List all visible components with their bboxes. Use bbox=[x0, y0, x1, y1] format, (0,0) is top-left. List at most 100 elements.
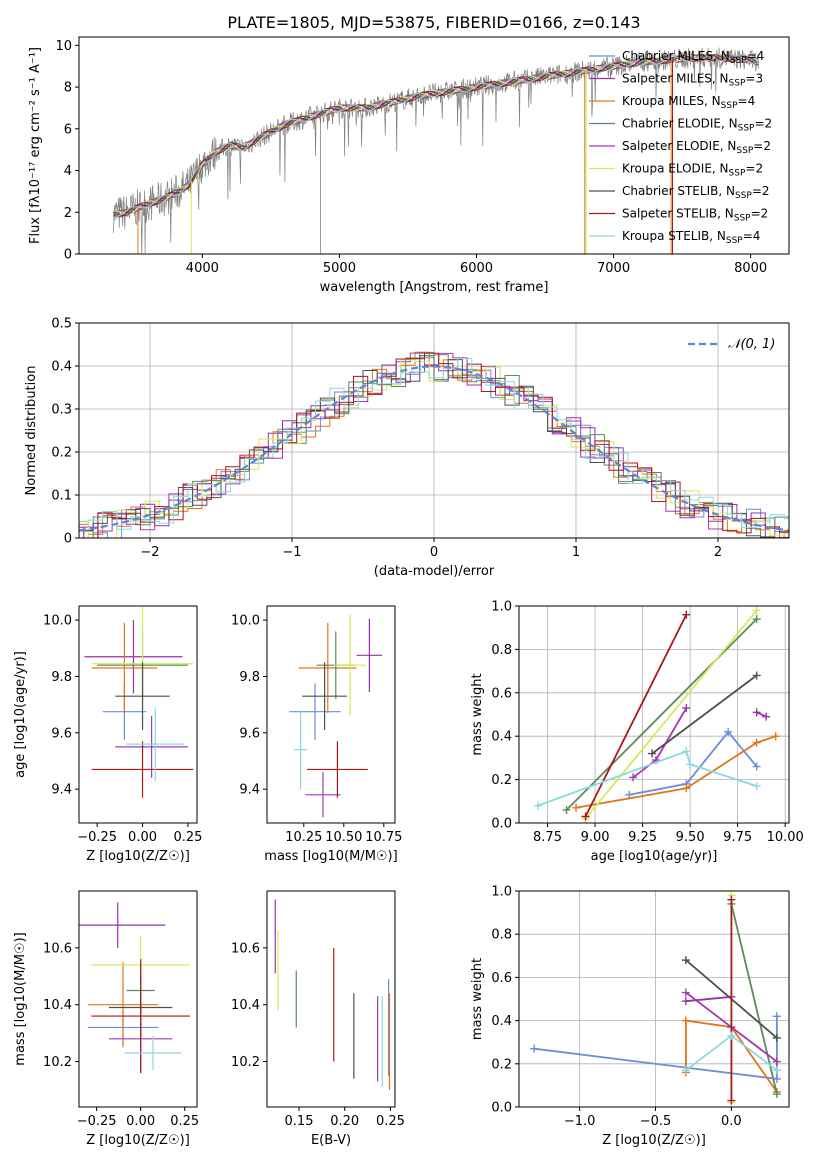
weight-marker-3 bbox=[772, 1090, 781, 1099]
weight-marker-5 bbox=[752, 606, 761, 615]
weight-marker-2 bbox=[572, 803, 581, 812]
y-tick-label: 10.0 bbox=[43, 614, 72, 629]
histogram-8 bbox=[79, 357, 789, 530]
x-tick-label: 1 bbox=[572, 545, 580, 560]
weight-marker-8 bbox=[682, 747, 691, 756]
y-tick-label: 0.8 bbox=[491, 928, 512, 943]
y-tick-label: 0.2 bbox=[491, 1057, 512, 1072]
weight-marker-2 bbox=[682, 784, 691, 793]
panel-age-vs-mass: 10.25 10.50 10.75 9.4 9.6 9.8 10.0 mass [log10(… bbox=[231, 605, 402, 864]
y-tick-label: 0 bbox=[64, 248, 72, 263]
x-tick-label: 9.75 bbox=[723, 830, 752, 845]
y-tick-label: 0.4 bbox=[51, 360, 72, 375]
weight-marker-2 bbox=[752, 738, 761, 747]
y-tick-label: 10.6 bbox=[231, 941, 260, 956]
x-tick-label: 10.00 bbox=[767, 830, 804, 845]
model-spectrum-8 bbox=[113, 54, 759, 218]
axes-frame bbox=[266, 890, 396, 1108]
weight-marker-2 bbox=[681, 1016, 690, 1025]
y-tick-label: 10.2 bbox=[231, 1055, 260, 1070]
legend-label: Salpeter ELODIE, NSSP=2 bbox=[622, 139, 771, 156]
histogram-7 bbox=[79, 352, 789, 538]
histogram-6 bbox=[79, 355, 789, 538]
weight-marker-8 bbox=[752, 782, 761, 791]
weight-marker-4 bbox=[682, 703, 691, 712]
legend-label: Kroupa STELIB, NSSP=4 bbox=[622, 229, 760, 246]
x-axis-label: Z [log10(Z/Z☉)] bbox=[86, 1133, 190, 1148]
y-tick-label: 0.4 bbox=[491, 1014, 512, 1029]
x-tick-label: 6000 bbox=[460, 261, 493, 276]
weight-marker-8 bbox=[727, 1031, 736, 1040]
y-axis-label: Flux [fλ10⁻¹⁷ erg cm⁻² s⁻¹ A⁻¹] bbox=[28, 47, 43, 244]
x-tick-label: −0.5 bbox=[640, 1114, 672, 1129]
y-tick-label: 0.0 bbox=[491, 817, 512, 832]
x-tick-label: 0.20 bbox=[330, 1114, 359, 1129]
x-tick-label: 7000 bbox=[597, 261, 630, 276]
legend-label: Kroupa ELODIE, NSSP=2 bbox=[622, 162, 763, 179]
weight-marker-6 bbox=[648, 749, 657, 758]
model-spectrum-7 bbox=[113, 54, 759, 218]
histogram-1 bbox=[79, 364, 789, 538]
x-axis-label: mass [log10(M/M☉)] bbox=[264, 849, 397, 864]
x-tick-label: 2 bbox=[714, 545, 722, 560]
x-tick-label: 0 bbox=[430, 545, 438, 560]
weight-line-8 bbox=[537, 750, 757, 807]
panel-mass-weight-vs-Z: −1.0 −0.5 0.0 0.0 0.2 0.4 0.6 0.8 1.0 Z [log10(Z/… bbox=[470, 885, 790, 1148]
panel-spectrum: 4000 5000 6000 7000 8000 0 2 4 6 8 10 wavelength [A… bbox=[28, 36, 790, 295]
weight-marker-1 bbox=[752, 708, 761, 717]
y-tick-label: 10.2 bbox=[43, 1055, 72, 1070]
plot-area bbox=[79, 351, 789, 538]
axes-frame bbox=[518, 605, 790, 824]
y-tick-label: 0.8 bbox=[491, 643, 512, 658]
y-tick-label: 9.6 bbox=[51, 726, 72, 741]
weight-marker-1 bbox=[762, 712, 771, 721]
y-axis-label: mass weight bbox=[470, 958, 485, 1040]
y-tick-label: 9.4 bbox=[239, 783, 260, 798]
weight-marker-8 bbox=[681, 1066, 690, 1075]
y-axis-label: mass [log10(M/M☉)] bbox=[13, 932, 28, 1065]
y-axis-label: age [log10(age/yr)] bbox=[13, 651, 28, 778]
weight-marker-4 bbox=[629, 773, 638, 782]
x-tick-label: −2 bbox=[140, 545, 159, 560]
y-tick-label: 9.6 bbox=[239, 726, 260, 741]
legend-label: Kroupa MILES, NSSP=4 bbox=[622, 94, 755, 111]
plot-area bbox=[79, 902, 190, 1073]
x-tick-label: 9.25 bbox=[628, 830, 657, 845]
plot-area bbox=[112, 47, 759, 254]
x-axis-label: Z [log10(Z/Z☉)] bbox=[602, 1133, 706, 1148]
y-tick-label: 4 bbox=[64, 164, 72, 179]
x-tick-label: −1.0 bbox=[564, 1114, 596, 1129]
axes-frame bbox=[78, 890, 198, 1108]
weight-marker-3 bbox=[562, 805, 571, 814]
spectrum-legend: Chabrier MILES, NSSP=4 Salpeter MILES, NS… bbox=[589, 49, 772, 246]
weight-marker-4 bbox=[681, 988, 690, 997]
plot-area bbox=[534, 606, 780, 823]
y-tick-label: 1.0 bbox=[491, 600, 512, 615]
normal-curve bbox=[79, 365, 789, 532]
weight-marker-4 bbox=[772, 1057, 781, 1066]
x-axis-label: wavelength [Angstrom, rest frame] bbox=[320, 280, 549, 295]
x-tick-label: 4000 bbox=[186, 261, 219, 276]
x-tick-label: 0.00 bbox=[128, 830, 157, 845]
plot-area bbox=[530, 891, 781, 1107]
x-tick-label: 9.00 bbox=[581, 830, 610, 845]
x-tick-label: 8.75 bbox=[533, 830, 562, 845]
x-tick-label: −0.25 bbox=[77, 830, 117, 845]
panel-age-vs-Z: −0.25 0.00 0.25 9.4 9.6 9.8 10.0 Z [log10(Z/Z☉)… bbox=[13, 605, 202, 864]
weight-line-2 bbox=[685, 1019, 778, 1093]
y-tick-label: 0.5 bbox=[51, 317, 72, 332]
x-axis-label: E(B-V) bbox=[311, 1133, 351, 1148]
weight-line-2 bbox=[575, 735, 776, 809]
legend-label: Chabrier MILES, NSSP=4 bbox=[622, 49, 764, 66]
y-tick-label: 0.2 bbox=[51, 446, 72, 461]
y-tick-label: 0.6 bbox=[491, 686, 512, 701]
weight-marker-1 bbox=[681, 997, 690, 1006]
weight-marker-8 bbox=[686, 760, 695, 769]
weight-marker-2 bbox=[771, 732, 780, 741]
y-tick-label: 10.6 bbox=[43, 941, 72, 956]
x-tick-label: 5000 bbox=[323, 261, 356, 276]
y-tick-label: 9.4 bbox=[51, 783, 72, 798]
weight-line-5 bbox=[584, 609, 758, 820]
weight-marker-6 bbox=[752, 671, 761, 680]
y-axis-label: Normed distribution bbox=[24, 366, 39, 496]
